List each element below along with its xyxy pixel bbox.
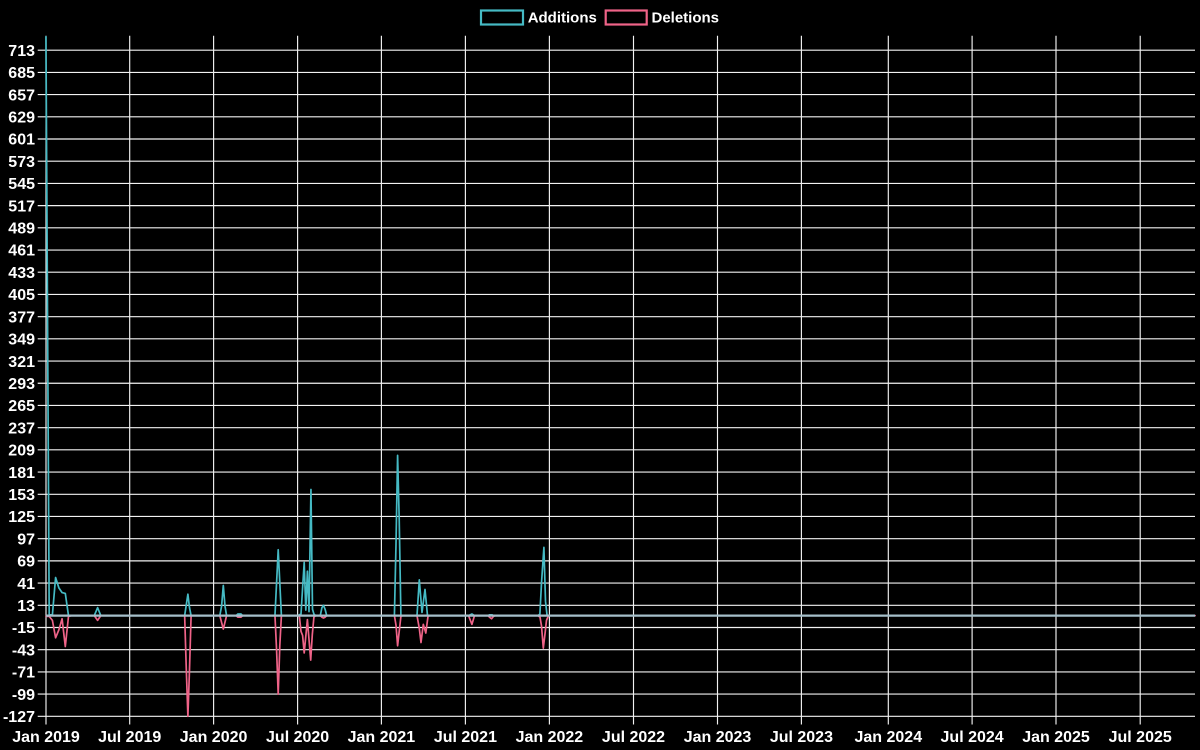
svg-text:41: 41 [17,576,35,593]
svg-text:237: 237 [8,420,35,437]
svg-text:349: 349 [8,332,35,349]
svg-text:573: 573 [8,154,35,171]
svg-text:-99: -99 [12,687,35,704]
svg-text:Additions: Additions [528,10,597,27]
svg-text:405: 405 [8,287,35,304]
svg-text:Deletions: Deletions [652,10,720,27]
svg-text:321: 321 [8,354,35,371]
svg-text:-15: -15 [12,620,35,637]
svg-text:461: 461 [8,243,35,260]
svg-text:685: 685 [8,65,35,82]
svg-text:489: 489 [8,221,35,238]
svg-text:Jan 2024: Jan 2024 [854,729,922,746]
svg-text:153: 153 [8,487,35,504]
svg-text:Jul 2019: Jul 2019 [98,729,161,746]
svg-text:181: 181 [8,465,35,482]
svg-text:125: 125 [8,509,35,526]
svg-text:Jan 2023: Jan 2023 [684,729,752,746]
svg-text:Jul 2020: Jul 2020 [266,729,329,746]
svg-text:Jul 2025: Jul 2025 [1109,729,1172,746]
svg-text:Jan 2022: Jan 2022 [516,729,584,746]
svg-text:657: 657 [8,87,35,104]
svg-text:377: 377 [8,309,35,326]
svg-text:-127: -127 [3,709,35,726]
svg-text:517: 517 [8,198,35,215]
svg-text:601: 601 [8,132,35,149]
svg-text:Jan 2025: Jan 2025 [1022,729,1090,746]
svg-text:433: 433 [8,265,35,282]
svg-text:265: 265 [8,398,35,415]
svg-text:Jul 2024: Jul 2024 [941,729,1004,746]
svg-text:Jul 2021: Jul 2021 [434,729,497,746]
svg-text:629: 629 [8,110,35,127]
svg-text:293: 293 [8,376,35,393]
svg-text:-71: -71 [12,665,35,682]
svg-text:13: 13 [17,598,35,615]
svg-text:Jul 2023: Jul 2023 [770,729,833,746]
svg-text:97: 97 [17,531,35,548]
svg-text:Jan 2021: Jan 2021 [348,729,416,746]
svg-text:69: 69 [17,554,35,571]
svg-text:Jul 2022: Jul 2022 [602,729,665,746]
svg-text:713: 713 [8,43,35,60]
svg-text:-43: -43 [12,642,35,659]
svg-text:Jan 2020: Jan 2020 [180,729,248,746]
svg-text:209: 209 [8,443,35,460]
svg-text:Jan 2019: Jan 2019 [12,729,80,746]
svg-text:545: 545 [8,176,35,193]
